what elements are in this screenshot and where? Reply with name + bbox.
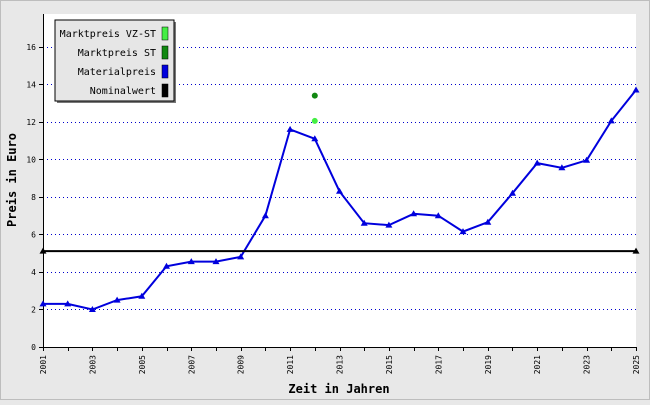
data-point [632, 86, 640, 93]
x-tick-label: 2015 [385, 355, 394, 374]
x-tick-label: 2007 [187, 355, 196, 374]
legend-box [54, 19, 175, 102]
x-tick-label: 2011 [286, 355, 295, 374]
legend-label: Materialpreis [78, 67, 156, 78]
data-point [607, 117, 615, 124]
data-point [336, 187, 343, 194]
x-tick-label: 2023 [583, 355, 592, 374]
data-point [509, 189, 516, 196]
data-point [88, 306, 96, 312]
series-materialpreis [39, 86, 640, 312]
x-tick-label: 2009 [237, 355, 246, 374]
data-point [385, 221, 393, 228]
grid [43, 47, 636, 310]
y-axis-label: Preis in Euro [5, 133, 19, 227]
x-tick-label: 2013 [336, 355, 345, 374]
data-point [311, 135, 319, 142]
data-point [261, 212, 269, 219]
data-point [64, 300, 72, 307]
data-point [311, 117, 318, 124]
data-point [459, 228, 467, 235]
data-point [113, 296, 121, 303]
data-point [39, 300, 47, 307]
data-point [410, 210, 418, 217]
data-point [237, 253, 245, 260]
x-tick-label: 2005 [138, 355, 147, 374]
legend: Marktpreis VZ-ST Marktpreis ST Materialpre… [54, 19, 176, 103]
y-tick-label: 4 [31, 268, 36, 277]
legend-swatch [161, 45, 169, 60]
data-point [212, 258, 220, 265]
axes: 0 2 4 6 8 10 12 14 16 2001 2003 2005 2007 2009 2011 201… [26, 14, 641, 374]
x-tick-label: 2003 [88, 355, 97, 374]
data-point [583, 156, 591, 163]
y-tick-label: 6 [31, 230, 36, 239]
x-tick-label: 2017 [434, 355, 443, 374]
data-point [632, 247, 640, 254]
legend-swatch [161, 26, 169, 41]
y-tick-label: 8 [31, 193, 36, 202]
legend-label: Marktpreis VZ-ST [60, 29, 156, 40]
series [39, 86, 640, 312]
data-point [39, 247, 47, 254]
y-tick-label: 10 [26, 155, 36, 164]
legend-swatch [161, 83, 169, 98]
x-tick-label: 2025 [632, 355, 641, 374]
data-point [311, 92, 318, 99]
x-tick-label: 2001 [39, 355, 48, 374]
legend-swatch [161, 64, 169, 79]
data-point [558, 164, 566, 171]
y-tick-label: 14 [26, 80, 36, 89]
x-axis-label: Zeit in Jahren [288, 382, 389, 396]
series-marktpreis-st [311, 92, 318, 99]
y-tick-label: 2 [31, 305, 36, 314]
data-point [187, 258, 195, 265]
data-point [533, 159, 541, 166]
y-tick-label: 16 [26, 43, 36, 52]
x-tick-label: 2019 [484, 355, 493, 374]
data-point [484, 218, 492, 225]
series-nominalwert [39, 247, 640, 254]
data-point [286, 125, 294, 132]
legend-label: Nominalwert [90, 86, 156, 97]
data-point [138, 292, 146, 299]
series-marktpreis-vz-st [311, 117, 318, 124]
y-tick-label: 12 [26, 118, 36, 127]
x-tick-label: 2021 [533, 355, 542, 374]
data-point [360, 219, 368, 226]
y-tick-label: 0 [31, 343, 36, 352]
data-point [434, 212, 442, 219]
legend-label: Marktpreis ST [78, 48, 156, 59]
data-point [163, 262, 170, 269]
